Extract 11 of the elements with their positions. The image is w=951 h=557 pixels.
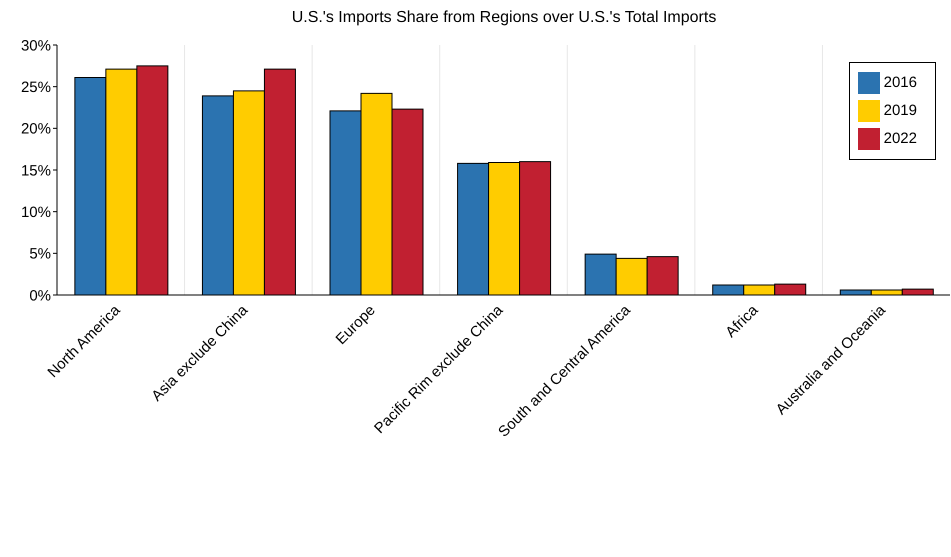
y-tick-label: 15%	[20, 162, 51, 180]
chart-title: U.S.'s Imports Share from Regions over U.S.'s Total Imports	[290, 9, 718, 27]
y-tick-label: 0%	[29, 287, 51, 304]
legend-label: 2019	[884, 102, 917, 119]
legend-label: 2016	[884, 74, 917, 91]
y-tick-label: 10%	[20, 204, 51, 221]
y-tick-label: 30%	[20, 37, 51, 54]
y-tick-label: 20%	[20, 120, 51, 138]
legend-label: 2022	[884, 130, 917, 147]
y-tick-label: 5%	[29, 246, 51, 263]
y-tick-label: 25%	[20, 78, 51, 96]
